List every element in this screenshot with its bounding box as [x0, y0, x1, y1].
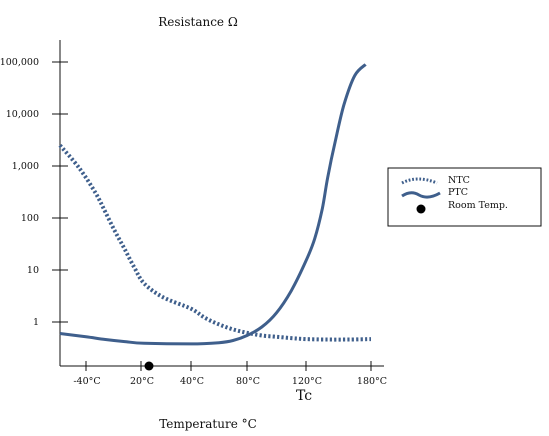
legend-box: [387, 167, 542, 227]
y-tick-label: 10: [27, 265, 39, 276]
series-ptc-line: [59, 63, 367, 346]
y-tick-label: 10,000: [6, 109, 39, 120]
legend-label-room-temp: Room Temp.: [448, 200, 508, 211]
y-tick-label: 100,000: [0, 57, 39, 68]
x-axis-label: Temperature °C: [159, 417, 257, 431]
y-tick-label: 100: [21, 213, 39, 224]
series-ntc-line: [58, 144, 372, 342]
y-tick-label: 1,000: [12, 161, 39, 172]
y-tick-label: 1: [33, 317, 39, 328]
x-tick-label: 20°C: [130, 376, 154, 387]
y-ticks: 1 10 100 1,000 10,000 100,000: [0, 57, 68, 328]
room-temp-marker: [144, 361, 154, 371]
tc-label: Tc: [296, 388, 312, 404]
chart-title: Resistance Ω: [158, 15, 238, 29]
x-tick-label: 40°C: [180, 376, 204, 387]
legend-ntc-swatch: [401, 177, 438, 185]
x-tick-label: 180°C: [357, 376, 387, 387]
x-tick-label: -40°C: [73, 376, 100, 387]
x-ticks: -40°C 20°C 40°C 80°C 120°C 180°C: [73, 361, 387, 387]
legend-label-ptc: PTC: [448, 187, 468, 198]
legend-room-temp-swatch: [416, 204, 426, 214]
legend-label-ntc: NTC: [448, 175, 470, 186]
legend: NTC PTC Room Temp.: [387, 167, 542, 227]
legend-ptc-swatch: [401, 191, 441, 199]
x-tick-label: 120°C: [292, 376, 322, 387]
x-tick-label: 80°C: [236, 376, 260, 387]
